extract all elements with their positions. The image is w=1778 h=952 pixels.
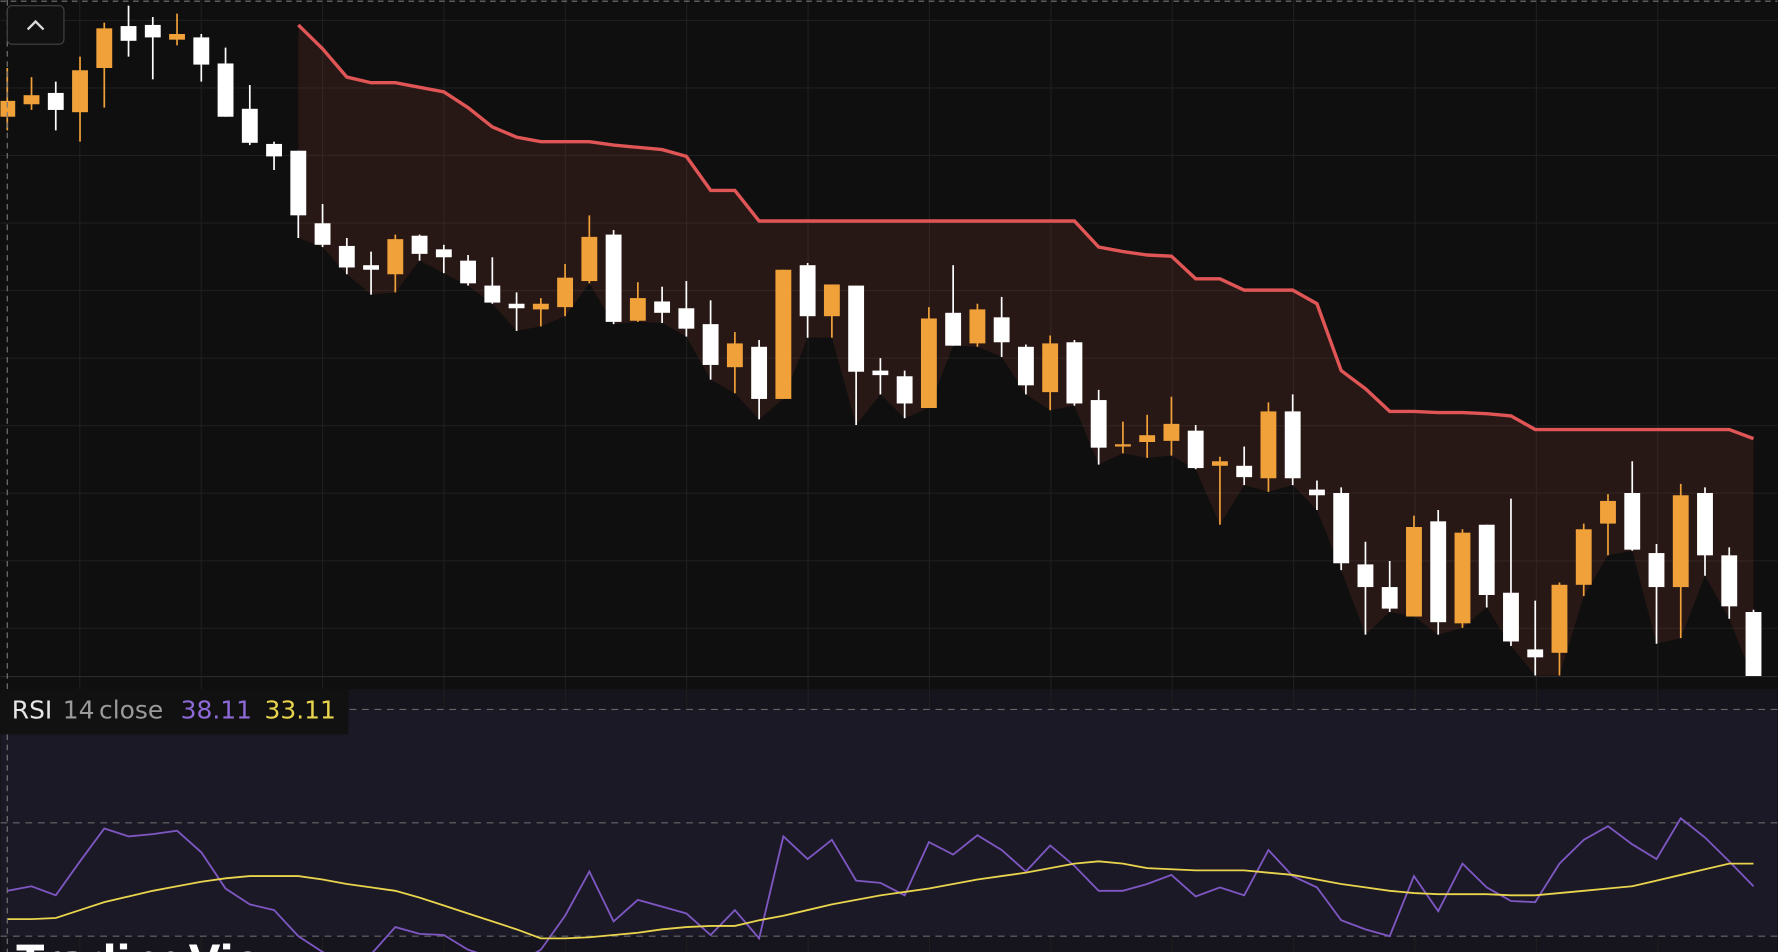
candle-body — [72, 70, 88, 113]
candle-body — [193, 37, 210, 65]
candle-body — [1551, 584, 1568, 653]
candle-body — [23, 95, 40, 105]
candle-body — [1284, 411, 1301, 479]
overlay-line — [297, 23, 1755, 441]
candle-body — [557, 277, 574, 308]
candle-body — [799, 265, 816, 317]
candle-body — [1066, 342, 1083, 404]
candle-body — [654, 301, 671, 313]
rsi-length: 14 — [63, 696, 95, 725]
rsi-line — [7, 816, 1755, 952]
candle-body — [605, 234, 622, 322]
candle-body — [1600, 500, 1616, 524]
candle-body — [993, 317, 1010, 343]
collapse-button[interactable] — [6, 5, 65, 45]
candle-body — [1527, 649, 1544, 658]
candle-body — [120, 26, 137, 41]
candle-body — [1187, 430, 1204, 469]
candle-body — [1454, 532, 1471, 624]
candle-body — [96, 28, 113, 68]
candle-body — [848, 285, 865, 372]
button-frame[interactable] — [6, 5, 65, 45]
candle-body — [581, 236, 598, 282]
candle-body — [1333, 493, 1350, 564]
rsi-legend-box — [0, 689, 349, 735]
candle-body — [1381, 587, 1398, 609]
candle-body — [945, 312, 962, 346]
candle-body — [508, 303, 525, 309]
candle-body — [460, 260, 477, 284]
candle-body — [920, 318, 937, 408]
candle-body — [1236, 465, 1253, 478]
candle-body — [484, 285, 501, 303]
candle-body — [702, 324, 719, 365]
candle-body — [363, 265, 379, 270]
candle-body — [144, 24, 161, 38]
candle-body — [1624, 493, 1641, 550]
rsi-source: close — [99, 696, 163, 725]
candle-body — [411, 235, 428, 254]
candle-body — [1575, 529, 1592, 585]
candle-body — [629, 298, 646, 321]
rsi-ma-value: 33.11 — [265, 696, 336, 725]
candle-body — [872, 370, 889, 376]
candle-body — [775, 269, 792, 399]
candle-body — [1430, 521, 1447, 623]
candle-body — [290, 150, 307, 216]
candle-body — [1114, 444, 1131, 447]
candle-body — [338, 245, 355, 268]
watermark: TradingView — [16, 936, 299, 952]
candle-body — [1745, 612, 1762, 677]
candle-body — [1090, 400, 1107, 448]
chevron-icon[interactable] — [26, 19, 45, 31]
candle-body — [241, 108, 258, 143]
candle-body — [726, 343, 743, 368]
candle-body — [1503, 592, 1519, 642]
rsi-plot — [0, 708, 1778, 952]
candle-body — [1212, 461, 1228, 466]
rsi-value: 38.11 — [181, 696, 252, 725]
candle-body — [1163, 423, 1180, 441]
candle-body — [435, 249, 452, 258]
candle-body — [751, 346, 768, 399]
candle-body — [314, 223, 331, 245]
candle-body — [1309, 489, 1325, 496]
candle-body — [896, 376, 913, 404]
candle-body — [266, 143, 282, 157]
candle-body — [1406, 527, 1422, 617]
candle-body — [532, 303, 549, 310]
candle-body — [47, 92, 64, 110]
candle-body — [823, 284, 840, 317]
candle-body — [969, 309, 986, 344]
price-pane — [0, 5, 1762, 677]
candle-body — [1721, 555, 1738, 607]
candle-body — [1478, 524, 1495, 595]
candle-body — [1042, 343, 1059, 393]
candle-body — [169, 34, 185, 40]
candle-body — [1697, 493, 1713, 556]
rsi-title: RSI — [12, 696, 53, 725]
candle-body — [1648, 553, 1665, 588]
candle-body — [0, 100, 16, 117]
candle-body — [1672, 495, 1689, 588]
candle-body — [1017, 346, 1034, 386]
candle-body — [217, 63, 234, 117]
candle-body — [1139, 435, 1156, 442]
candle-body — [1260, 411, 1277, 479]
candle-body — [678, 308, 695, 329]
rsi-line — [7, 860, 1754, 940]
candle-body — [1357, 564, 1374, 588]
candle-body — [387, 239, 404, 275]
